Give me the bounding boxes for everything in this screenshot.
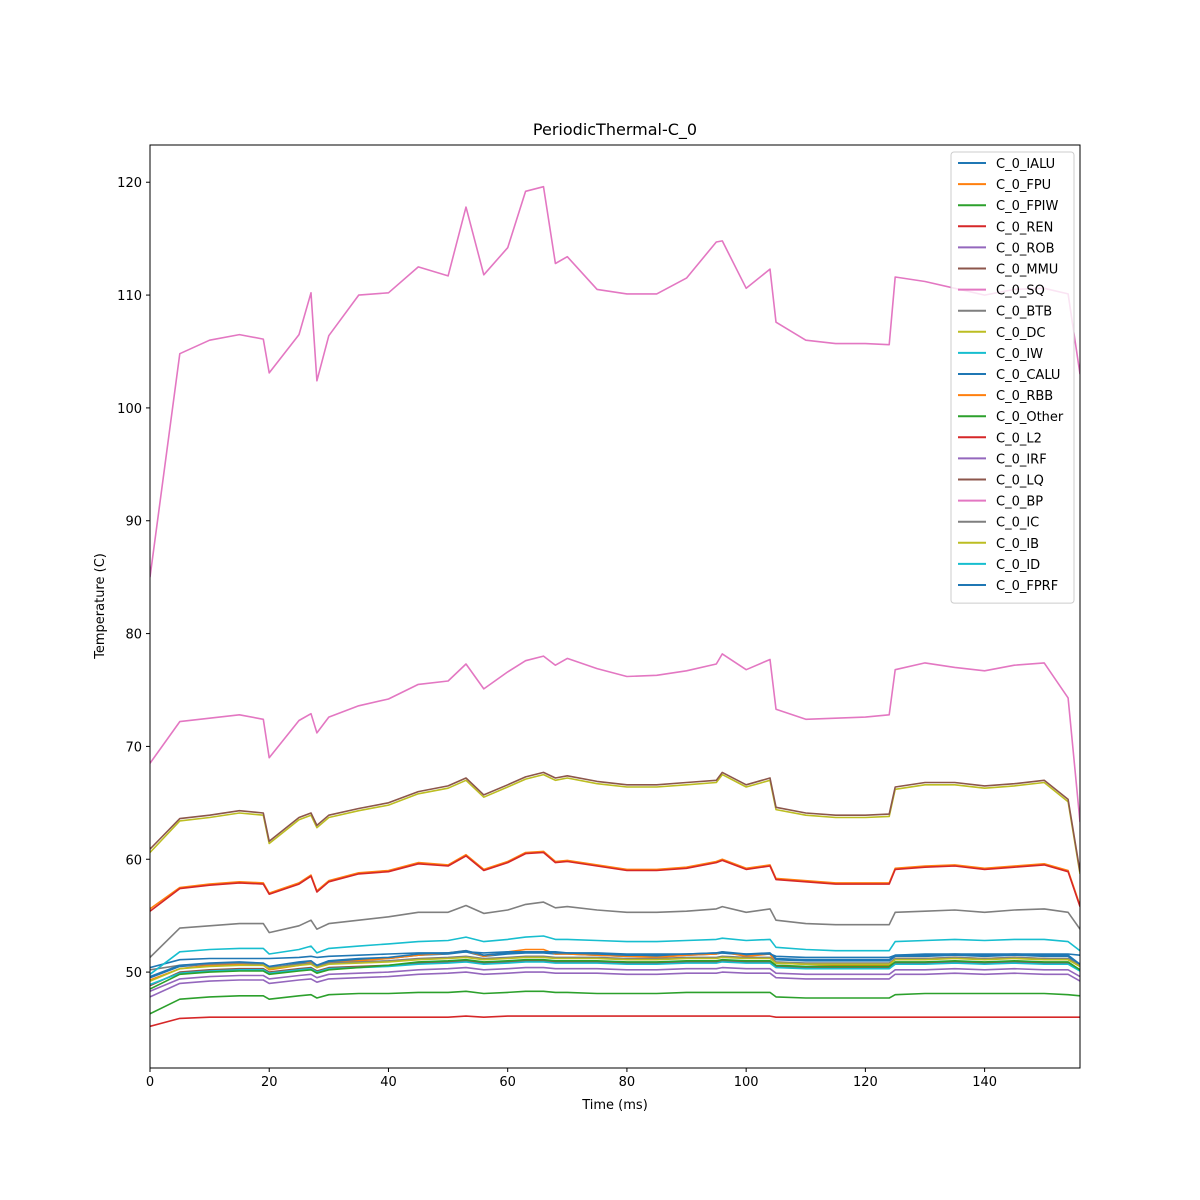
legend-entry-label: C_0_FPRF	[996, 579, 1058, 594]
y-tick-label: 70	[125, 740, 142, 755]
legend-entry-label: C_0_ID	[996, 558, 1040, 573]
legend-entry-label: C_0_Other	[996, 410, 1064, 425]
legend-entry-label: C_0_DC	[996, 326, 1045, 341]
series-line-c-0-btb	[150, 955, 1080, 971]
legend-entry-label: C_0_IRF	[996, 452, 1047, 467]
series-line-c-0-l2	[150, 851, 1080, 912]
series-layer	[150, 185, 1080, 1028]
y-axis: 50 60 70 80 90 100 110 120	[117, 176, 150, 981]
series-line-c-0-mmu	[150, 959, 1080, 987]
legend-entry-label: C_0_SQ	[996, 284, 1045, 299]
legend-entry-label: C_0_BP	[996, 495, 1043, 510]
legend-entry-label: C_0_IC	[996, 516, 1039, 531]
series-line-c-0-sq	[150, 653, 1080, 823]
series-line-c-0-fpiw	[150, 990, 1080, 1015]
series-line-c-0-ic	[150, 901, 1080, 958]
y-tick-label: 80	[125, 628, 142, 643]
legend-entry-label: C_0_FPIW	[996, 199, 1058, 214]
legend-entry-label: C_0_CALU	[996, 368, 1060, 383]
y-tick-label: 60	[125, 853, 142, 868]
x-tick-label: 20	[261, 1075, 278, 1090]
series-line-c-0-bp	[150, 185, 1080, 578]
series-line-c-0-irf	[150, 971, 1080, 998]
y-tick-label: 50	[125, 966, 142, 981]
series-line-c-0-rbb	[150, 850, 1080, 910]
legend-entry-label: C_0_IW	[996, 347, 1043, 362]
series-line-c-0-fprf	[150, 949, 1080, 978]
legend-entry-label: C_0_IB	[996, 537, 1039, 552]
x-axis-label: Time (ms)	[581, 1098, 648, 1113]
legend-box	[950, 151, 1075, 604]
x-tick-label: 100	[734, 1075, 759, 1090]
x-tick-label: 140	[972, 1075, 997, 1090]
series-line-c-0-lq	[150, 771, 1080, 872]
y-tick-label: 110	[117, 289, 142, 304]
y-tick-label: 90	[125, 515, 142, 530]
plot-frame	[149, 144, 1081, 1069]
series-line-c-0-iw	[150, 961, 1080, 986]
legend-entry-label: C_0_IALU	[996, 157, 1055, 172]
legend-entry-label: C_0_LQ	[996, 474, 1044, 489]
legend-entry-label: C_0_BTB	[996, 305, 1052, 320]
series-line-c-0-id	[150, 935, 1080, 975]
x-tick-label: 0	[146, 1075, 154, 1090]
series-line-c-0-rob	[150, 966, 1080, 993]
y-tick-label: 120	[117, 176, 142, 191]
legend-entry-label: C_0_ROB	[996, 241, 1055, 256]
series-line-c-0-ren	[150, 1015, 1080, 1028]
legend-entry-label: C_0_RBB	[996, 389, 1053, 404]
x-tick-label: 60	[499, 1075, 516, 1090]
legend-entry-label: C_0_MMU	[996, 263, 1058, 278]
x-tick-label: 80	[619, 1075, 636, 1090]
series-line-c-0-dc	[150, 773, 1080, 875]
x-axis: 0 20 40 60 80 100 120 140	[146, 1068, 997, 1090]
legend-entry-label: C_0_L2	[996, 431, 1042, 446]
y-axis-label: Temperature (C)	[93, 553, 108, 660]
x-tick-label: 40	[380, 1075, 397, 1090]
series-line-c-0-other	[150, 958, 1080, 990]
chart-title: PeriodicThermal-C_0	[533, 120, 697, 140]
x-tick-label: 120	[853, 1075, 878, 1090]
legend-entry-label: C_0_REN	[996, 220, 1053, 235]
y-tick-label: 100	[117, 402, 142, 417]
legend: C_0_IALU C_0_FPU C_0_FPIW C_0_REN C_0_ROB C_0…	[950, 151, 1075, 604]
series-line-c-0-ib	[150, 956, 1080, 982]
legend-entry-label: C_0_FPU	[996, 178, 1051, 193]
